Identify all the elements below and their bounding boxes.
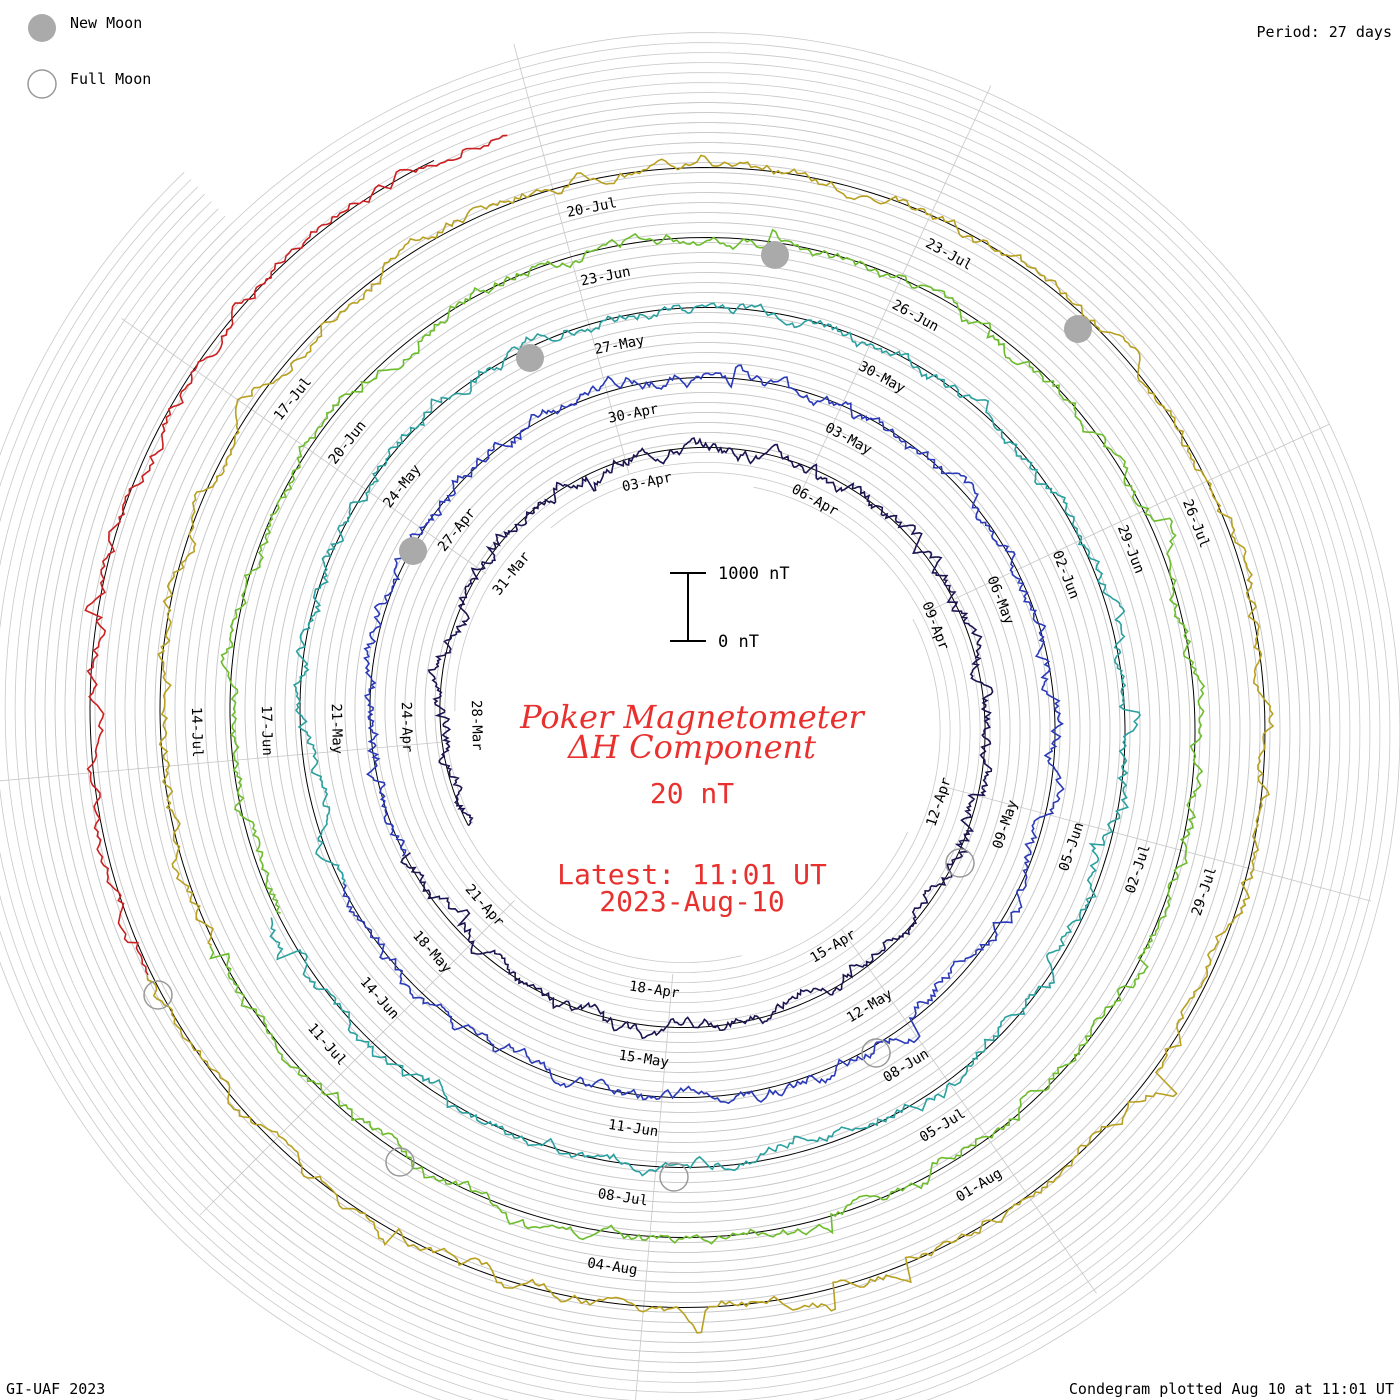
spoke-line	[941, 785, 1372, 902]
full-moon-marker	[945, 848, 975, 878]
date-label: 21-May	[328, 703, 345, 754]
date-label: 14-Jul	[188, 707, 205, 758]
period-label: Period: 27 days	[1257, 23, 1392, 41]
spoke-line	[199, 900, 515, 1216]
date-label: 08-Jul	[597, 1186, 649, 1209]
series-trace-1	[400, 437, 994, 1040]
series-trace-3	[269, 302, 1141, 1177]
date-label: 24-Apr	[398, 702, 415, 753]
date-label: 06-May	[984, 574, 1017, 627]
new-moon-legend-label: New Moon	[70, 14, 142, 32]
chart-title: Poker Magnetometer	[519, 698, 865, 736]
data-traces	[84, 134, 1275, 1334]
footer-credit: GI-UAF 2023	[6, 1380, 105, 1398]
full-moon-legend-icon	[27, 69, 57, 99]
spoke-line	[802, 85, 992, 490]
series-trace-5	[146, 154, 1275, 1334]
new-moon-legend-icon	[28, 14, 56, 42]
latest-time-label: Latest: 11:01 UT	[557, 858, 827, 891]
full-moon-legend-label: Full Moon	[70, 70, 151, 88]
date-label: 11-Jul	[304, 1020, 349, 1069]
scale-bottom-label: 0 nT	[718, 632, 759, 652]
new-moon-marker	[516, 344, 544, 372]
full-moon-marker	[861, 1038, 891, 1068]
new-moon-marker	[399, 537, 427, 565]
date-label: 23-Jul	[923, 236, 975, 274]
date-label: 15-May	[617, 1048, 669, 1071]
new-moon-marker	[761, 241, 789, 269]
spoke-line	[635, 973, 674, 1400]
baseline-label: 20 nT	[650, 777, 734, 810]
date-label: 12-May	[844, 986, 896, 1026]
date-label: 30-Apr	[607, 401, 660, 427]
date-label: 11-Jun	[607, 1117, 659, 1140]
date-label: 21-Apr	[462, 881, 507, 930]
date-label: 28-Mar	[468, 700, 485, 751]
date-label: 03-May	[822, 420, 874, 458]
date-label: 15-Apr	[807, 926, 859, 966]
date-label: 26-Jul	[1179, 497, 1212, 550]
full-moon-marker	[385, 1147, 415, 1177]
date-label: 02-Jun	[1049, 548, 1082, 601]
date-label: 26-Jun	[889, 297, 941, 335]
date-label: 09-Apr	[918, 599, 951, 652]
full-moon-marker	[143, 980, 173, 1010]
date-label: 27-May	[593, 332, 646, 358]
date-label: 29-Jun	[1114, 523, 1147, 576]
spoke-line	[925, 423, 1330, 613]
series-trace-4	[208, 228, 1206, 1245]
date-label: 14-Jun	[357, 974, 402, 1023]
spoke-line	[840, 928, 1097, 1294]
footer-plotted: Condegram plotted Aug 10 at 11:01 UT	[1069, 1380, 1394, 1398]
date-label: 30-May	[856, 358, 908, 396]
date-label: 18-Apr	[628, 978, 680, 1001]
date-label: 17-Jun	[258, 705, 275, 756]
chart-subtitle: ΔH Component	[566, 728, 816, 766]
spoke-lines	[0, 43, 1372, 1400]
latest-date-label: 2023-Aug-10	[599, 885, 784, 918]
date-label: 18-May	[409, 928, 454, 977]
series-trace-6	[84, 134, 508, 976]
baseline-spiral	[89, 159, 1266, 1309]
baseline-rings	[89, 159, 1266, 1309]
spoke-line	[513, 43, 630, 474]
moon-markers	[143, 241, 1092, 1192]
date-label: 04-Aug	[586, 1255, 638, 1278]
series-trace-2	[342, 364, 1065, 1105]
spoke-line	[0, 741, 442, 782]
scale-top-label: 1000 nT	[718, 564, 790, 584]
new-moon-marker	[1064, 315, 1092, 343]
full-moon-marker	[659, 1162, 689, 1192]
